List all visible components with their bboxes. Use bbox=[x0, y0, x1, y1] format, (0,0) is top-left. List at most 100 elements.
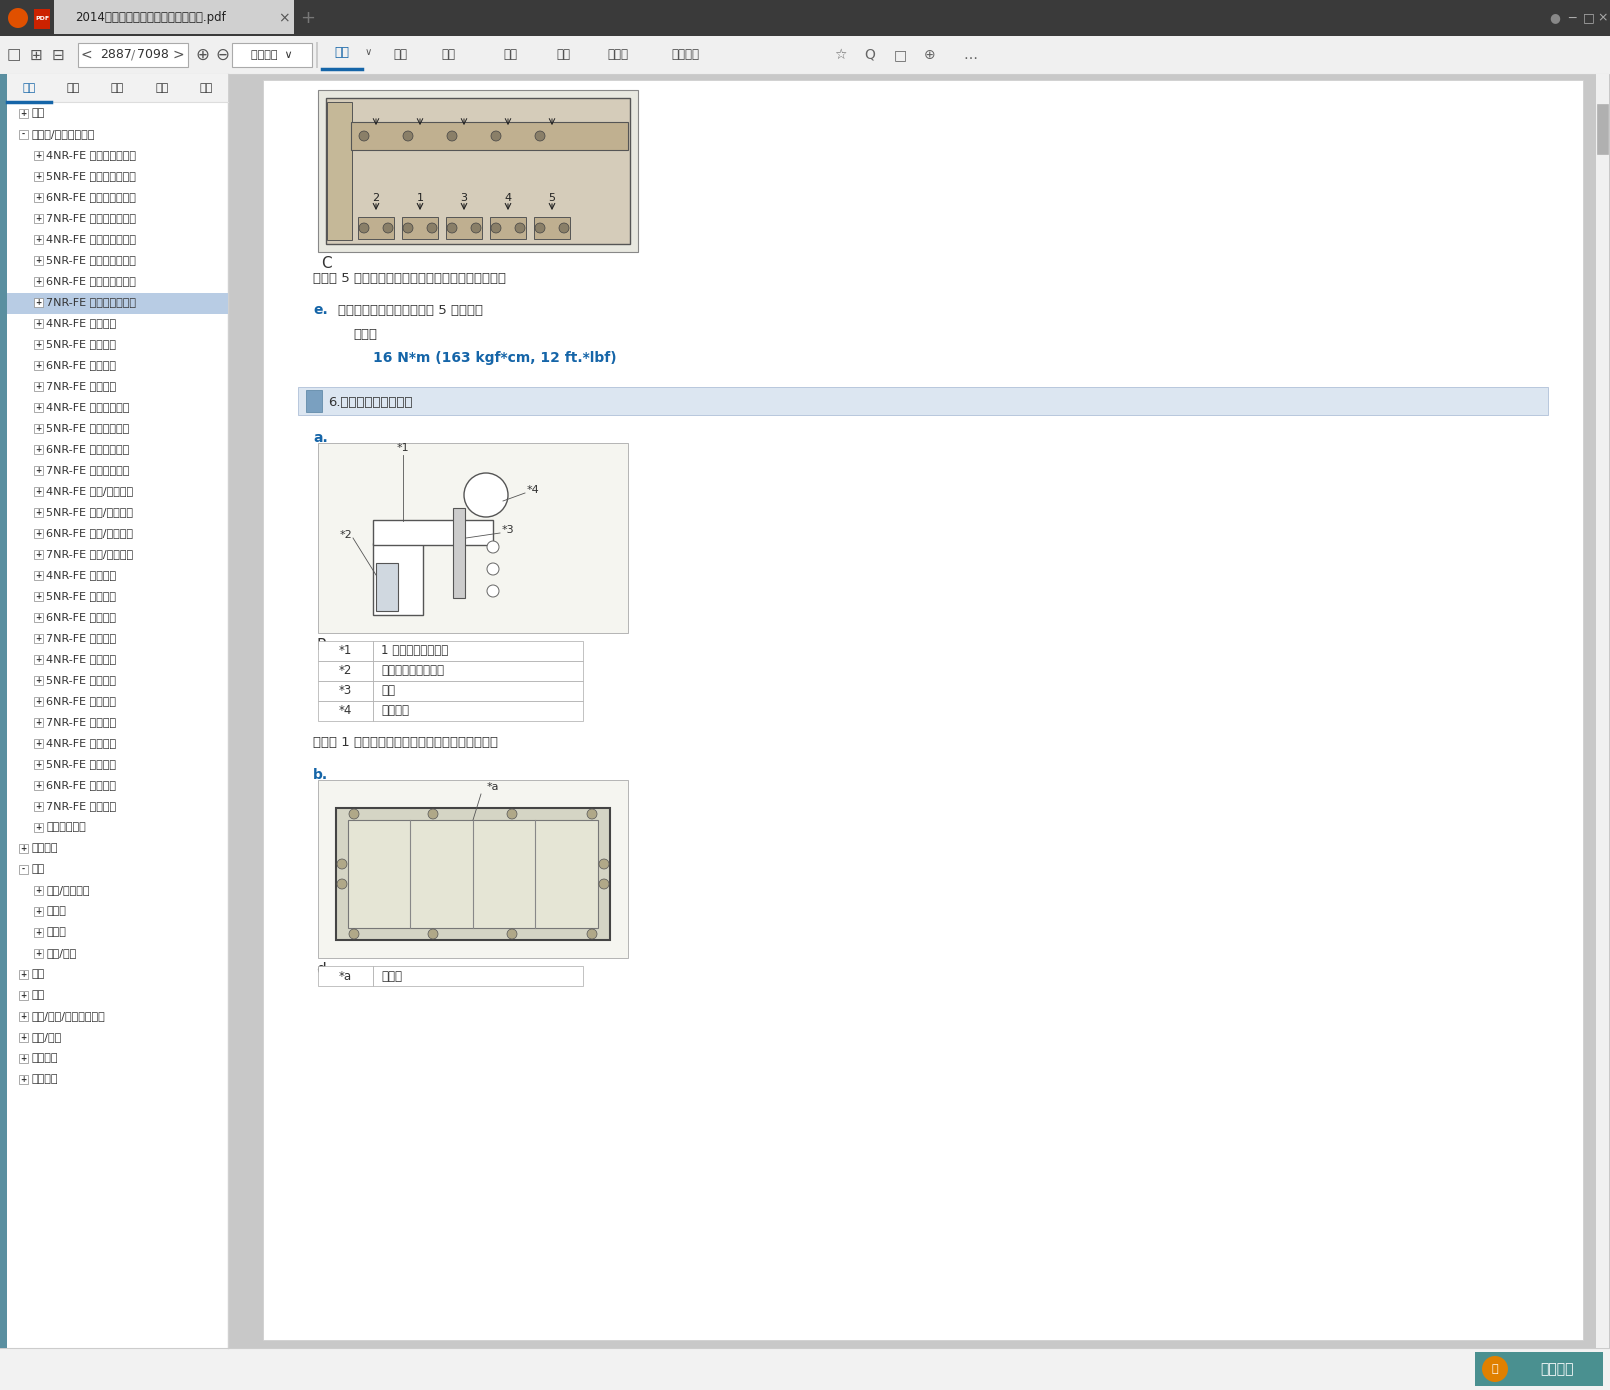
Bar bbox=[357, 217, 394, 239]
Text: ×: × bbox=[1597, 11, 1608, 25]
Circle shape bbox=[491, 222, 501, 234]
Bar bbox=[34, 676, 43, 685]
Circle shape bbox=[472, 222, 481, 234]
Bar bbox=[306, 391, 322, 411]
Text: 标记: 标记 bbox=[502, 49, 517, 61]
Text: 4NR-FE 排放控制系统: 4NR-FE 排放控制系统 bbox=[47, 402, 129, 411]
Text: *a: *a bbox=[486, 783, 499, 792]
Text: 6NR-FE 润滑系统: 6NR-FE 润滑系统 bbox=[47, 696, 116, 706]
Bar bbox=[1597, 104, 1608, 154]
Text: 电源/网络: 电源/网络 bbox=[31, 1031, 61, 1042]
Text: +: + bbox=[21, 1033, 27, 1042]
Bar bbox=[34, 592, 43, 600]
Bar bbox=[319, 701, 374, 721]
Text: 4: 4 bbox=[504, 193, 512, 203]
Bar bbox=[34, 550, 43, 559]
Text: +: + bbox=[35, 571, 42, 580]
Text: 5NR-FE 发动机控制系统: 5NR-FE 发动机控制系统 bbox=[47, 171, 135, 181]
Bar bbox=[34, 802, 43, 810]
Circle shape bbox=[464, 473, 509, 517]
Bar bbox=[34, 908, 43, 916]
Text: 前悬架: 前悬架 bbox=[47, 906, 66, 916]
Text: 6NR-FE 发动机机械部分: 6NR-FE 发动机机械部分 bbox=[47, 277, 135, 286]
Text: 1: 1 bbox=[417, 193, 423, 203]
Text: 轮胎/车轮: 轮胎/车轮 bbox=[47, 948, 76, 958]
Bar bbox=[34, 466, 43, 475]
Text: 5NR-FE 冷却系统: 5NR-FE 冷却系统 bbox=[47, 591, 116, 600]
Text: 气门: 气门 bbox=[382, 684, 394, 698]
Text: ●: ● bbox=[1549, 11, 1560, 25]
Text: *a: *a bbox=[340, 969, 353, 983]
Text: Q: Q bbox=[865, 49, 876, 63]
Bar bbox=[34, 382, 43, 391]
Bar bbox=[374, 641, 583, 662]
Text: +: + bbox=[35, 341, 42, 349]
Text: 气门杆盖: 气门杆盖 bbox=[382, 705, 409, 717]
Text: 概述: 概述 bbox=[31, 108, 43, 118]
Text: +: + bbox=[35, 739, 42, 748]
Text: 7NR-FE 润滑系统: 7NR-FE 润滑系统 bbox=[47, 717, 116, 727]
Text: 批注: 批注 bbox=[155, 83, 169, 93]
Text: 车: 车 bbox=[1492, 1364, 1499, 1373]
Text: -: - bbox=[23, 865, 26, 874]
Text: +: + bbox=[21, 991, 27, 999]
Text: +: + bbox=[35, 486, 42, 496]
Text: 5NR-FE 排放控制系统: 5NR-FE 排放控制系统 bbox=[47, 423, 129, 434]
Text: ⊕: ⊕ bbox=[195, 46, 209, 64]
Text: +: + bbox=[35, 297, 42, 307]
Bar bbox=[19, 131, 27, 139]
Text: 传动系统: 传动系统 bbox=[31, 842, 58, 853]
Text: 悬架: 悬架 bbox=[31, 865, 43, 874]
Text: 按图中所示顺序，完全紧固 5 个螺栓。: 按图中所示顺序，完全紧固 5 个螺栓。 bbox=[338, 303, 483, 317]
Text: 制动: 制动 bbox=[31, 969, 43, 979]
Text: +: + bbox=[35, 949, 42, 958]
Text: 转向: 转向 bbox=[31, 990, 43, 999]
Text: +: + bbox=[35, 655, 42, 664]
Text: 目录: 目录 bbox=[23, 83, 35, 93]
Bar bbox=[34, 634, 43, 644]
Circle shape bbox=[599, 859, 609, 869]
Text: 1 号气门摇臂分总成: 1 号气门摇臂分总成 bbox=[382, 645, 448, 657]
Bar bbox=[34, 885, 43, 895]
Text: +: + bbox=[35, 634, 42, 644]
Text: 汽修帮手: 汽修帮手 bbox=[1541, 1362, 1573, 1376]
Text: d: d bbox=[316, 962, 325, 977]
Text: 音频/视频/车载通信系统: 音频/视频/车载通信系统 bbox=[31, 1011, 105, 1022]
Text: 巡航控制系统: 巡航控制系统 bbox=[47, 821, 85, 833]
Bar bbox=[319, 443, 628, 632]
Bar bbox=[34, 507, 43, 517]
Text: 6NR-FE 燃油系统: 6NR-FE 燃油系统 bbox=[47, 360, 116, 370]
Bar bbox=[327, 101, 353, 240]
Bar bbox=[452, 507, 465, 598]
Circle shape bbox=[349, 809, 359, 819]
Text: ☆: ☆ bbox=[834, 49, 847, 63]
Text: +: + bbox=[35, 466, 42, 475]
Text: *4: *4 bbox=[526, 485, 539, 495]
Text: 6NR-FE 排放控制系统: 6NR-FE 排放控制系统 bbox=[47, 443, 129, 455]
Bar bbox=[489, 217, 526, 239]
Bar bbox=[0, 1348, 1610, 1390]
Bar bbox=[34, 318, 43, 328]
Text: *2: *2 bbox=[338, 664, 353, 677]
Bar bbox=[34, 341, 43, 349]
Bar bbox=[55, 0, 295, 33]
Text: *2: *2 bbox=[340, 530, 353, 539]
Bar bbox=[229, 74, 1610, 1348]
Text: 4NR-FE 燃油系统: 4NR-FE 燃油系统 bbox=[47, 318, 116, 328]
Bar bbox=[34, 760, 43, 769]
Text: 7NR-FE 排放控制系统: 7NR-FE 排放控制系统 bbox=[47, 466, 129, 475]
Text: +: + bbox=[35, 781, 42, 790]
Circle shape bbox=[486, 541, 499, 553]
Circle shape bbox=[336, 859, 348, 869]
Bar bbox=[34, 445, 43, 455]
Bar bbox=[336, 808, 610, 940]
Text: 画笔: 画笔 bbox=[555, 49, 570, 61]
Bar bbox=[232, 43, 312, 67]
Text: +: + bbox=[35, 802, 42, 810]
Circle shape bbox=[559, 222, 568, 234]
Bar bbox=[19, 970, 27, 979]
Text: 暂时将 5 个凸轮轴轴承盖紧固到凸轮轴壳分总成上。: 暂时将 5 个凸轮轴轴承盖紧固到凸轮轴壳分总成上。 bbox=[312, 271, 506, 285]
Text: +: + bbox=[35, 530, 42, 538]
Text: *1: *1 bbox=[338, 645, 353, 657]
Text: +: + bbox=[35, 361, 42, 370]
